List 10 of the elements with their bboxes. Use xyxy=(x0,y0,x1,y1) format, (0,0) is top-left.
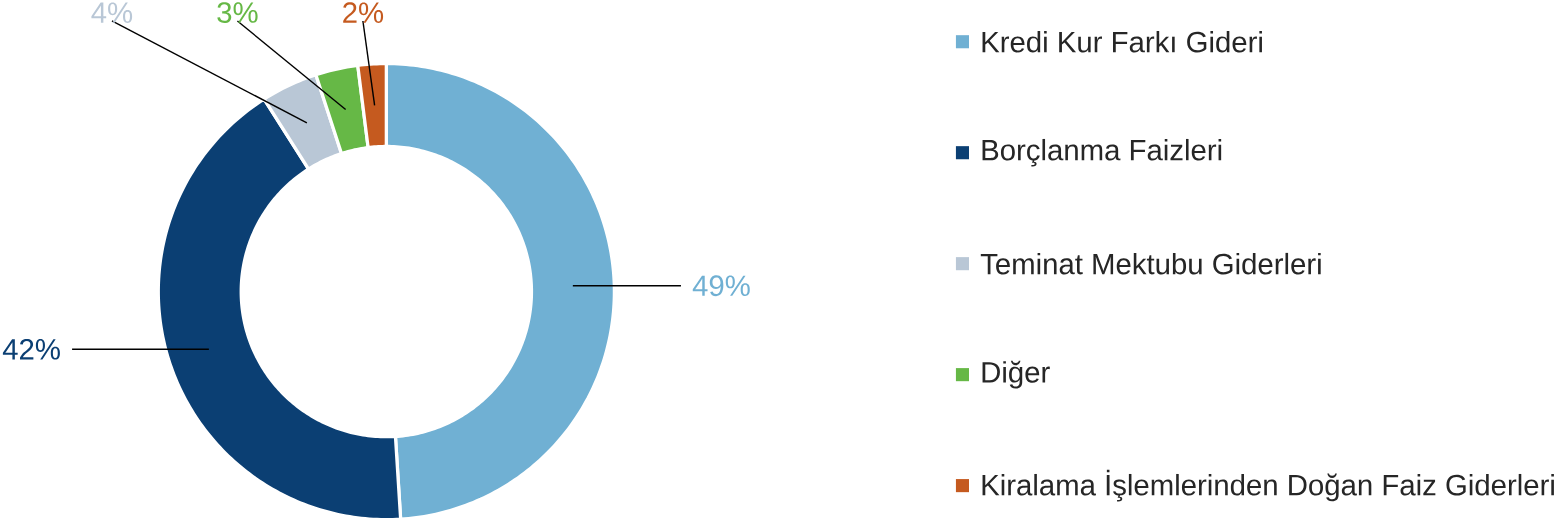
legend-label: Diğer xyxy=(982,360,1050,389)
legend-label: Borçlanma Faizleri xyxy=(982,138,1222,167)
legend-label: Teminat Mektubu Giderleri xyxy=(980,252,1321,275)
data-label: 4% xyxy=(91,2,133,23)
legend-label: Kredi Kur Farkı Gideri xyxy=(982,30,1262,53)
data-label: 49% xyxy=(692,275,750,296)
data-label: 42% xyxy=(2,338,60,360)
legend-label: Kiralama İşlemlerinden Doğan Faiz Giderleri xyxy=(982,469,1554,502)
data-label: 3% xyxy=(217,2,258,23)
data-label: 2% xyxy=(343,2,384,23)
